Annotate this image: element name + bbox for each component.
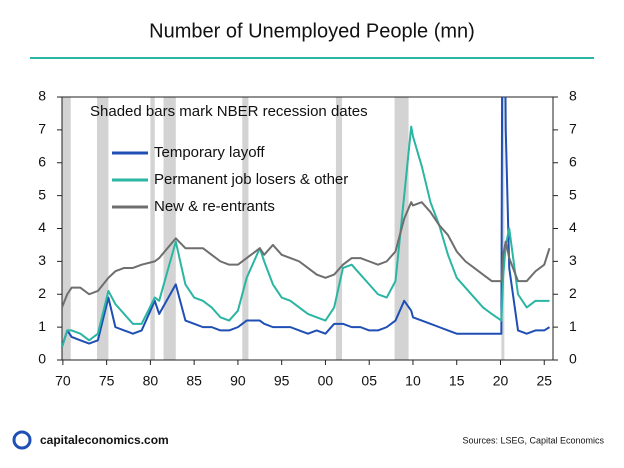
y2-tick-label: 2 — [569, 285, 577, 301]
footer-brand: capitaleconomics.com — [40, 433, 169, 447]
recession-band — [163, 97, 176, 360]
y-tick-label: 1 — [38, 318, 46, 334]
y2-tick-label: 3 — [569, 252, 577, 268]
recession-band — [97, 97, 109, 360]
recession-band — [62, 97, 71, 360]
recession-band — [335, 97, 343, 360]
footer-sources: Sources: LSEG, Capital Economics — [462, 435, 604, 445]
y2-tick-label: 7 — [569, 121, 577, 137]
legend-label: Permanent job losers & other — [154, 171, 348, 188]
y2-tick-label: 6 — [569, 153, 577, 169]
recession-band — [242, 97, 249, 360]
y2-tick-label: 0 — [569, 351, 577, 367]
y2-tick-label: 1 — [569, 318, 577, 334]
series-line — [62, 125, 550, 348]
y-tick-label: 8 — [38, 88, 46, 104]
y2-tick-label: 5 — [569, 186, 577, 202]
x-tick-label: 70 — [55, 373, 71, 389]
y-tick-label: 0 — [38, 351, 46, 367]
y2-tick-label: 8 — [569, 88, 577, 104]
x-tick-label: 00 — [318, 373, 334, 389]
x-tick-label: 10 — [405, 373, 421, 389]
recession-band — [501, 97, 505, 360]
logo — [12, 430, 32, 450]
legend-label: Temporary layoff — [154, 144, 265, 161]
x-tick-label: 75 — [99, 373, 115, 389]
chart-title: Number of Unemployed People (mn) — [149, 20, 475, 42]
y-tick-label: 5 — [38, 186, 46, 202]
y-tick-label: 3 — [38, 252, 46, 268]
y-tick-label: 2 — [38, 285, 46, 301]
x-tick-label: 25 — [536, 373, 552, 389]
plot-area — [62, 97, 505, 360]
recession-band — [150, 97, 155, 360]
x-tick-label: 95 — [274, 373, 290, 389]
y-tick-label: 6 — [38, 153, 46, 169]
x-tick-label: 15 — [449, 373, 465, 389]
annotation: Shaded bars mark NBER recession dates — [90, 103, 368, 120]
x-tick-label: 80 — [143, 373, 159, 389]
y2-tick-label: 4 — [569, 219, 577, 235]
x-tick-label: 05 — [361, 373, 377, 389]
series-line — [62, 201, 551, 308]
y-tick-label: 4 — [38, 219, 46, 235]
plot-frame — [61, 96, 554, 361]
series-group — [62, 97, 551, 348]
x-tick-label: 90 — [230, 373, 246, 389]
series-line — [62, 97, 551, 348]
legend-label: New & re-entrants — [154, 198, 275, 215]
x-tick-label: 85 — [186, 373, 202, 389]
y-tick-label: 7 — [38, 121, 46, 137]
x-tick-label: 20 — [493, 373, 509, 389]
